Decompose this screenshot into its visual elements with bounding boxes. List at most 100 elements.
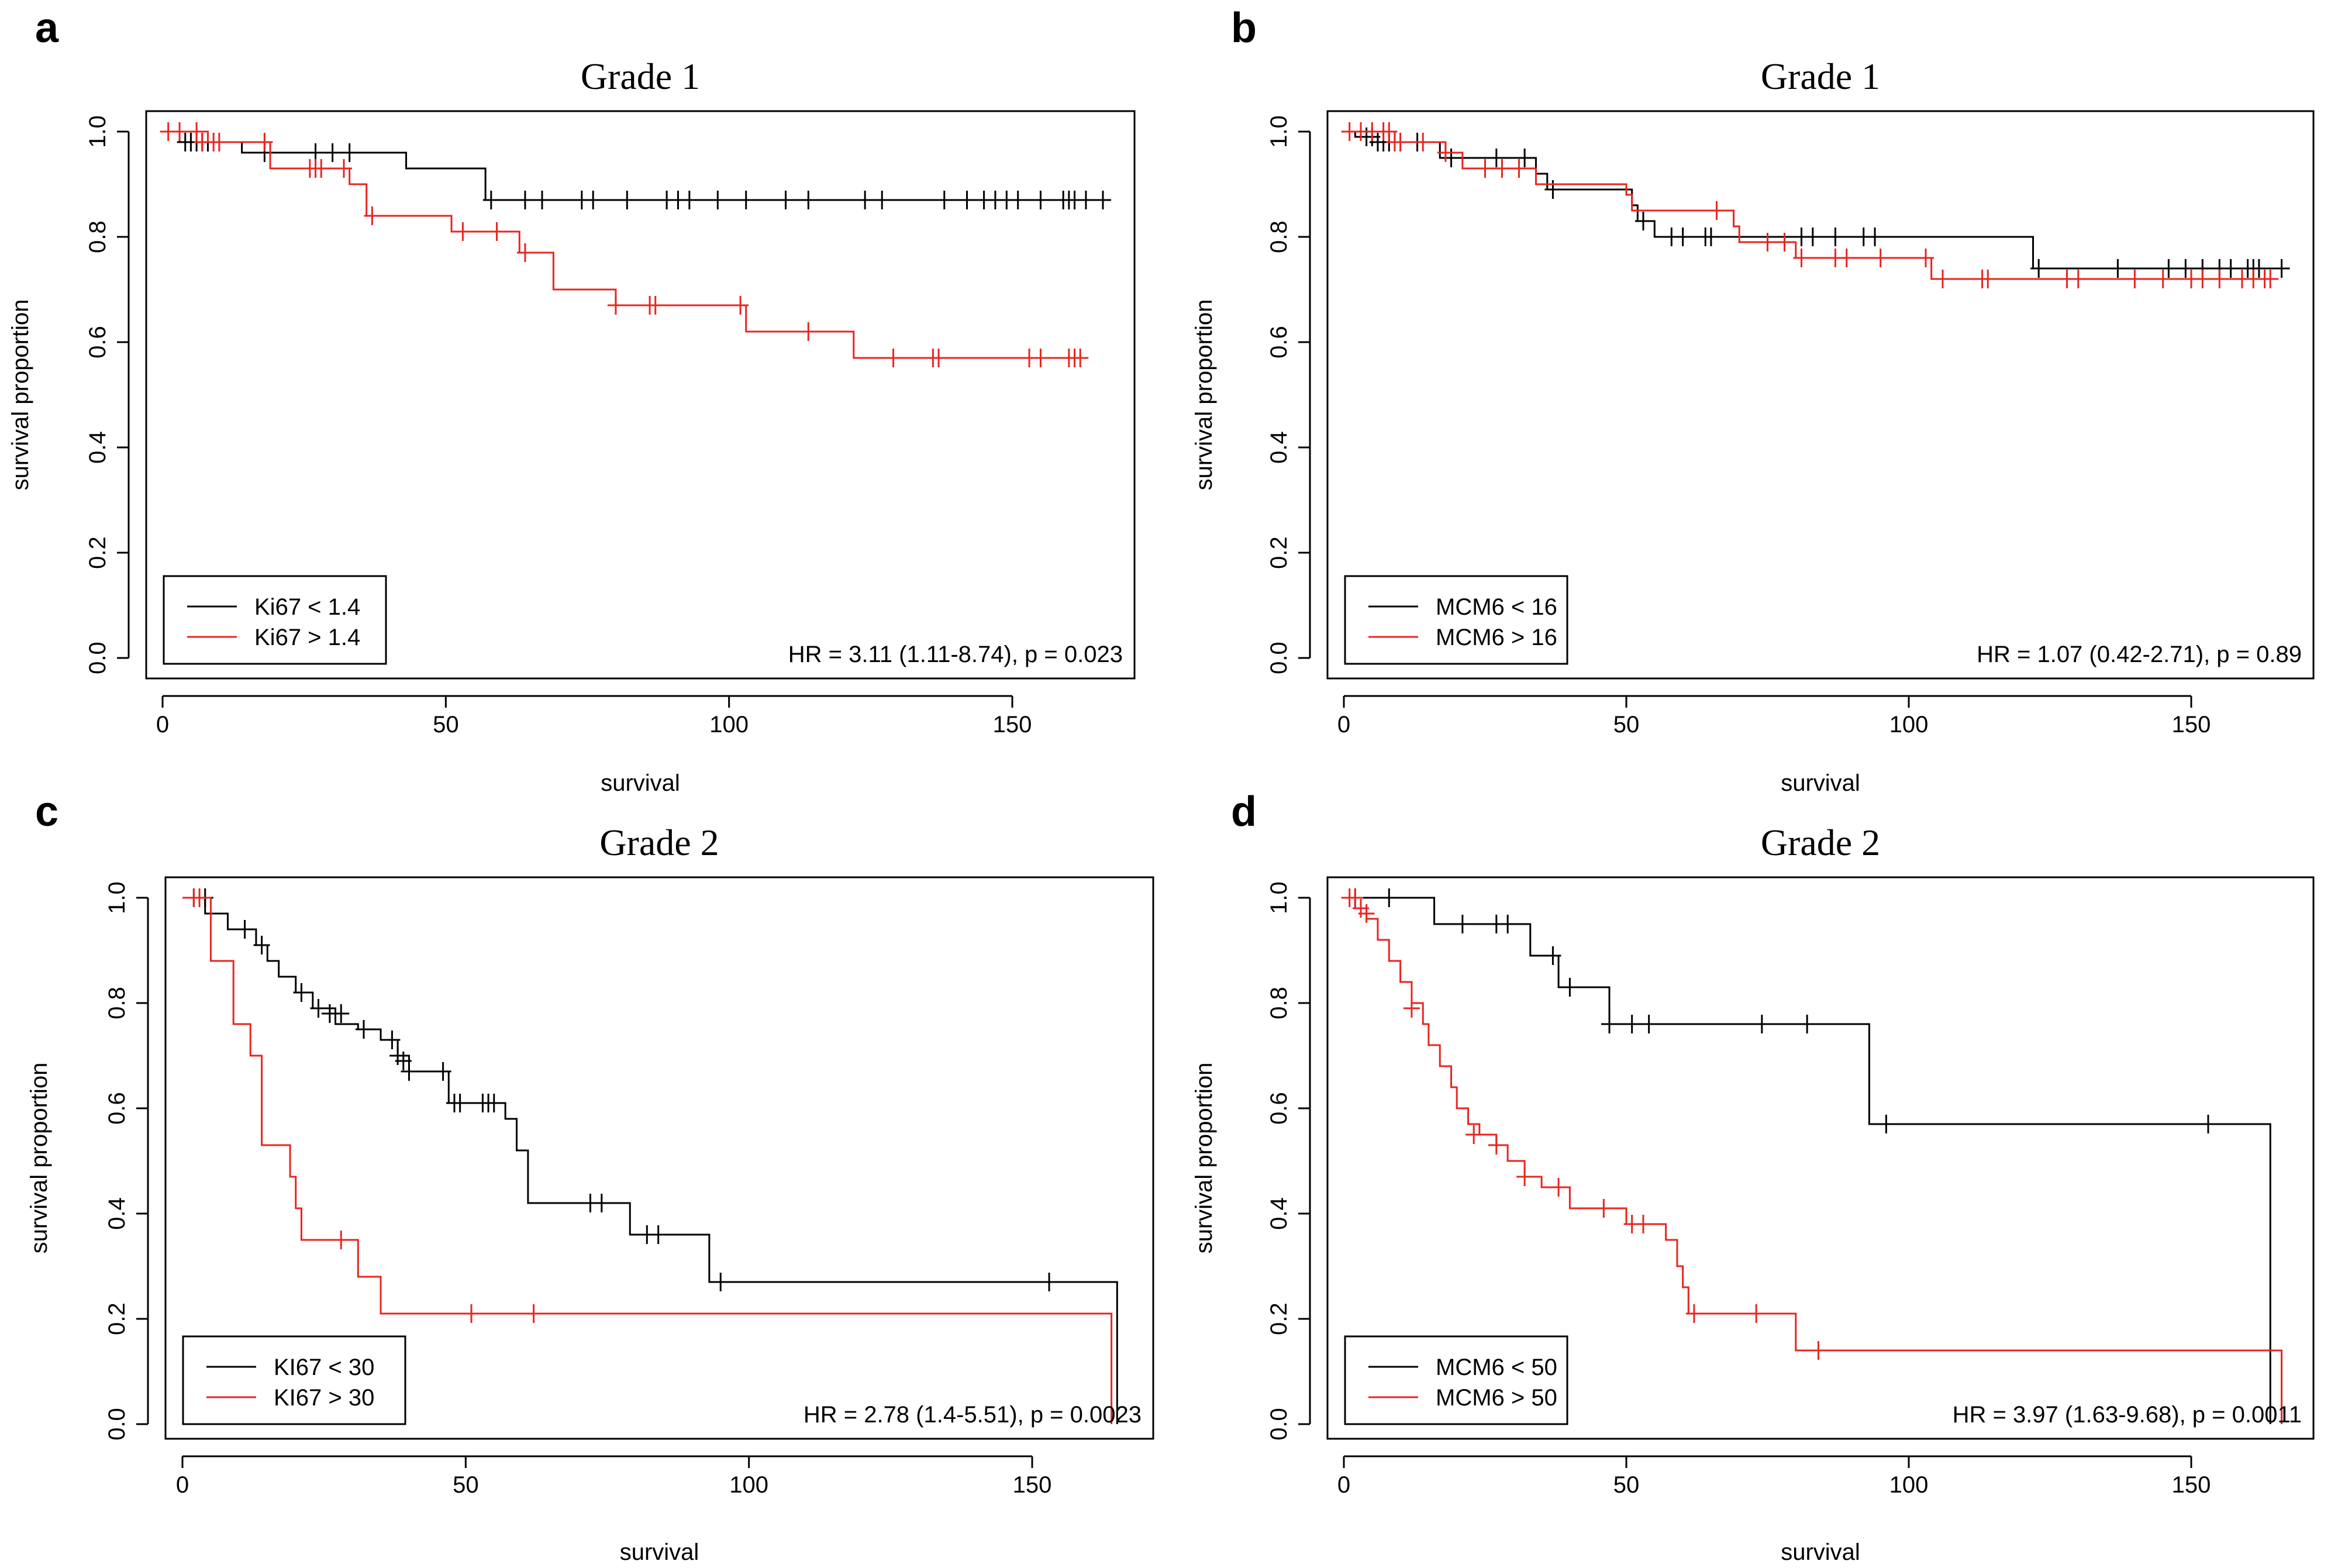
censor-mark [211,133,227,151]
x-tick-label: 150 [993,712,1032,738]
censor-mark [1878,1115,1895,1133]
censor-mark [256,133,273,151]
censor-mark [1640,1015,1657,1033]
x-tick-label: 100 [1889,712,1929,738]
x-tick-label: 150 [1013,1472,1052,1498]
censor-mark [1799,1015,1816,1033]
censor-mark [1753,1015,1770,1033]
y-tick-label: 1.0 [104,881,130,914]
censor-mark [936,191,953,209]
legend-box [182,1335,406,1425]
plot-frame [145,110,1136,680]
chart-panel-b: b Grade 1 0 50 100 150 0.0 0.2 0.4 0.6 0.8 1.0 survi… [1191,5,2315,796]
x-tick-label: 50 [433,712,459,738]
censor-mark [1544,946,1561,965]
censor-mark [2250,259,2267,278]
censor-mark [1516,149,1533,167]
censor-mark [485,1094,502,1112]
censor-mark [1488,149,1505,167]
y-tick-label: 1.0 [85,115,111,148]
censor-mark [1635,1215,1651,1233]
hr-annotation: HR = 2.78 (1.4-5.51), p = 0.0023 [804,1402,1142,1428]
censor-mark [2199,1115,2216,1133]
series-low [1344,888,2271,1424]
y-tick-label: 0.6 [85,326,111,359]
x-tick-label: 100 [709,712,749,738]
censor-mark [607,296,624,315]
y-axis-label: survival proportion [8,299,33,491]
censor-mark [525,1304,542,1323]
censor-mark [709,191,726,209]
chart-title: Grade 2 [1761,822,1880,863]
y-tick-label: 0.2 [1266,536,1292,569]
censor-mark [1623,1015,1640,1033]
censor-mark [2109,259,2126,278]
panel-letter: d [1231,788,1257,835]
censor-mark [1595,1199,1612,1218]
y-tick-label: 0.8 [1266,987,1292,1019]
censor-mark [930,349,947,367]
censor-mark [1347,888,1364,907]
censor-mark [364,206,381,225]
survival-curve [163,130,1103,201]
legend-box [163,575,387,665]
censor-mark [1415,133,1432,151]
censor-mark [307,143,324,162]
legend-label: Ki67 > 1.4 [254,625,360,650]
censor-mark [650,1225,667,1244]
censor-mark [712,1273,729,1291]
legend-label: KI67 > 30 [274,1385,374,1411]
censor-mark [2160,259,2177,278]
censor-mark [885,349,902,367]
y-tick-label: 0.0 [1266,642,1292,674]
x-tick-label: 50 [453,1472,479,1498]
survival-curve [1344,130,2271,280]
censor-mark [1032,191,1049,209]
legend-label: KI67 < 30 [274,1355,374,1380]
censor-mark [800,322,817,341]
censor-mark [1381,122,1398,141]
y-tick-label: 0.4 [1266,431,1292,464]
censor-mark [1488,1136,1505,1155]
censor-mark [1810,1341,1827,1360]
censor-mark [737,191,754,209]
censor-mark [435,1062,451,1081]
hr-annotation: HR = 3.97 (1.63-9.68), p = 0.0011 [1953,1402,2302,1428]
y-axis-label: survival proportion [1191,1063,1217,1254]
survival-curve [182,897,1113,1424]
censor-mark [1635,212,1651,230]
x-tick-label: 150 [2172,712,2211,738]
censor-mark [647,296,664,315]
censor-mark [2194,270,2211,288]
y-tick-label: 0.8 [1266,220,1292,253]
censor-mark [2154,270,2171,288]
censor-mark [1358,904,1375,923]
censor-mark [1702,228,1719,246]
y-axis-label: survival proportion [26,1063,52,1254]
y-tick-label: 0.8 [85,220,111,253]
y-tick-label: 0.0 [85,642,111,674]
censor-mark [1934,270,1951,288]
legend: KI67 < 30 KI67 > 30 [182,1335,406,1425]
legend: Ki67 < 1.4 Ki67 > 1.4 [163,575,387,665]
x-axis-label: survival [620,1539,699,1565]
y-tick-label: 0.2 [85,536,111,569]
censor-mark [2262,270,2279,288]
censor-mark [1392,133,1409,151]
censor-mark [1437,143,1454,162]
censor-mark [1466,1125,1482,1144]
chart-panel-a: a Grade 1 0 50 100 150 0.0 0.2 0.4 0.6 0.8 1.0 survi… [8,5,1136,796]
x-tick-label: 0 [1337,712,1350,738]
y-axis-label: survival proportion [1191,299,1217,491]
hr-annotation: HR = 3.11 (1.11-8.74), p = 0.023 [788,642,1123,667]
censor-mark [1499,915,1516,933]
x-tick-label: 0 [156,712,169,738]
censor-mark [488,222,505,241]
series-low [1344,127,2290,278]
censor-mark [2222,259,2239,278]
censor-mark [585,191,602,209]
series-high [160,122,1089,367]
legend-label: Ki67 < 1.4 [254,594,360,620]
censor-mark [1867,228,1884,246]
